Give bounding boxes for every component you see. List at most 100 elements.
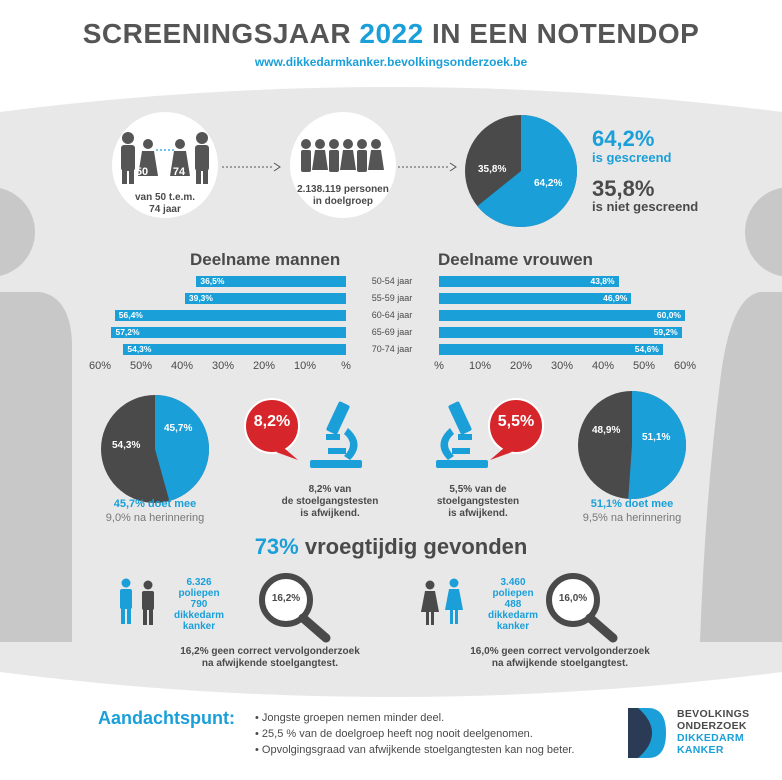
women-participation-pie: [578, 391, 686, 499]
men-bar-label: 57,2%: [115, 327, 140, 337]
age-from-label: 50: [135, 166, 149, 178]
women-bar: 46,9%: [439, 293, 632, 304]
women-axis-tick: 20%: [509, 360, 533, 372]
women-axis-tick: 50%: [632, 360, 656, 372]
people-group-icon: [121, 132, 209, 184]
men-axis-tick: 10%: [293, 360, 317, 372]
men-axis-tick: 20%: [252, 360, 276, 372]
website-link[interactable]: www.dikkedarmkanker.bevolkingsonderzoek.…: [254, 55, 528, 69]
women-chart-title: Deelname vrouwen: [438, 250, 593, 269]
women-reminder-caption: 9,5% na herinnering: [582, 512, 682, 524]
men-bar: 39,3%: [184, 293, 346, 304]
men-bar-label: 36,5%: [200, 276, 225, 286]
men-reminder-caption: 9,0% na herinnering: [105, 512, 205, 524]
men-axis-tick: 60%: [88, 360, 112, 372]
target-group-caption: 2.138.119 personen in doelgroep: [297, 184, 389, 207]
women-bar-label: 46,9%: [603, 293, 628, 303]
men-axis-tick: 40%: [170, 360, 194, 372]
speech-bubble-icon: [244, 398, 300, 460]
women-bar-label: 60,0%: [656, 310, 681, 320]
age-group-label: 55-59 jaar: [371, 293, 413, 303]
pie-label-not-screened: 35,8%: [478, 164, 507, 175]
logo-text: BEVOLKINGS ONDERZOEK DIKKEDARM KANKER: [677, 708, 750, 756]
microscope-icon: [436, 401, 488, 468]
speech-bubble-icon: [488, 398, 544, 460]
man-silhouette-icon: [0, 188, 72, 642]
men-participation-caption: 45,7% doet mee: [113, 498, 197, 510]
women-polyps-cancer: 3.460 poliepen 488 dikkedarm kanker: [487, 577, 539, 632]
women-bar: 60,0%: [439, 310, 685, 321]
men-bar-label: 56,4%: [118, 310, 143, 320]
women-participation-caption: 51,1% doet mee: [590, 498, 674, 510]
crowd-icon: [301, 139, 384, 172]
microscope-icon: [310, 401, 362, 468]
women-bar-label: 59,2%: [653, 327, 678, 337]
age-group-label: 60-64 jaar: [371, 310, 413, 320]
women-bar-label: 54,6%: [634, 344, 659, 354]
woman-silhouette-icon: [700, 187, 782, 642]
women-pie-gray-label: 48,9%: [592, 425, 621, 436]
women-pie-blue-label: 51,1%: [642, 432, 671, 443]
magnifier-icon: [546, 573, 618, 643]
age-caption: van 50 t.e.m. 74 jaar: [134, 192, 196, 215]
men-abnormal-text: 8,2% van de stoelgangstesten is afwijkend.: [281, 484, 379, 519]
not-screened-label: is niet gescreend: [592, 199, 699, 214]
arrow-icon: [222, 162, 281, 172]
age-group-label: 70-74 jaar: [371, 344, 413, 354]
attention-item: 25,5 % van de doelgroep heeft nog nooit …: [255, 726, 574, 742]
attention-title: Aandachtspunt:: [98, 708, 235, 728]
women-no-followup-text: 16,0% geen correct vervolgonderzoek na af…: [470, 646, 650, 669]
age-group-label: 50-54 jaar: [371, 276, 413, 286]
screening-pie-chart: [465, 115, 577, 227]
men-pie-gray-label: 54,3%: [112, 440, 141, 451]
men-bar-label: 54,3%: [127, 344, 152, 354]
women-abnormal-text: 5,5% van de stoelgangstesten is afwijkend.: [436, 484, 520, 519]
women-no-followup-percentage: 16,0%: [558, 593, 588, 604]
men-axis-tick: 50%: [129, 360, 153, 372]
attention-item: Opvolgingsgraad van afwijkende stoelgang…: [255, 742, 575, 758]
pie-slice-screened: [477, 115, 577, 227]
women-axis-tick: 60%: [673, 360, 697, 372]
men-pie-blue-label: 45,7%: [164, 423, 193, 434]
early-detection-headline: 73% vroegtijdig gevonden: [254, 534, 528, 559]
men-abnormal-percentage: 8,2%: [253, 413, 291, 430]
not-screened-percentage: 35,8%: [592, 176, 655, 201]
men-bar: 56,4%: [114, 310, 346, 321]
background-band: [0, 82, 782, 702]
screened-percentage: 64,2%: [592, 126, 655, 151]
women-bar: 54,6%: [439, 344, 663, 355]
men-polyps-cancer: 6.326 poliepen 790 dikkedarm kanker: [173, 577, 225, 632]
men-no-followup-percentage: 16,2%: [271, 593, 301, 604]
age-to-label: 74: [172, 166, 186, 178]
page-title: SCREENINGSJAAR 2022 IN EEN NOTENDOP: [82, 18, 700, 49]
attention-list: Jongste groepen nemen minder deel. 25,5 …: [255, 710, 575, 758]
men-axis-tick: 30%: [211, 360, 235, 372]
women-bar-label: 43,8%: [590, 276, 615, 286]
pie-slice-women-participating: [628, 391, 686, 499]
men-bar: 36,5%: [196, 276, 346, 287]
logo-icon: [628, 708, 666, 758]
men-bar-label: 39,3%: [188, 293, 213, 303]
pie-slice-men-participating: [155, 395, 209, 502]
arrow-icon: [398, 162, 457, 172]
attention-item: Jongste groepen nemen minder deel.: [255, 710, 574, 726]
women-bar: 59,2%: [439, 327, 682, 338]
men-no-followup-text: 16,2% geen correct vervolgonderzoek na af…: [180, 646, 360, 669]
women-axis-tick: 10%: [468, 360, 492, 372]
pie-label-screened: 64,2%: [534, 178, 563, 189]
male-figures-icon: [120, 578, 154, 625]
men-chart-title: Deelname mannen: [190, 250, 341, 269]
female-figures-icon: [421, 578, 463, 625]
women-bar: 43,8%: [439, 276, 619, 287]
men-bar: 57,2%: [111, 327, 346, 338]
men-axis-tick: %: [341, 360, 351, 372]
age-group-label: 65-69 jaar: [371, 327, 413, 337]
women-axis-tick: %: [434, 360, 444, 372]
women-axis-tick: 30%: [550, 360, 574, 372]
women-abnormal-percentage: 5,5%: [497, 413, 535, 430]
screened-label: is gescreend: [592, 150, 672, 165]
men-participation-pie: [101, 395, 209, 503]
men-bar: 54,3%: [123, 344, 346, 355]
magnifier-icon: [259, 573, 331, 643]
women-axis-tick: 40%: [591, 360, 615, 372]
